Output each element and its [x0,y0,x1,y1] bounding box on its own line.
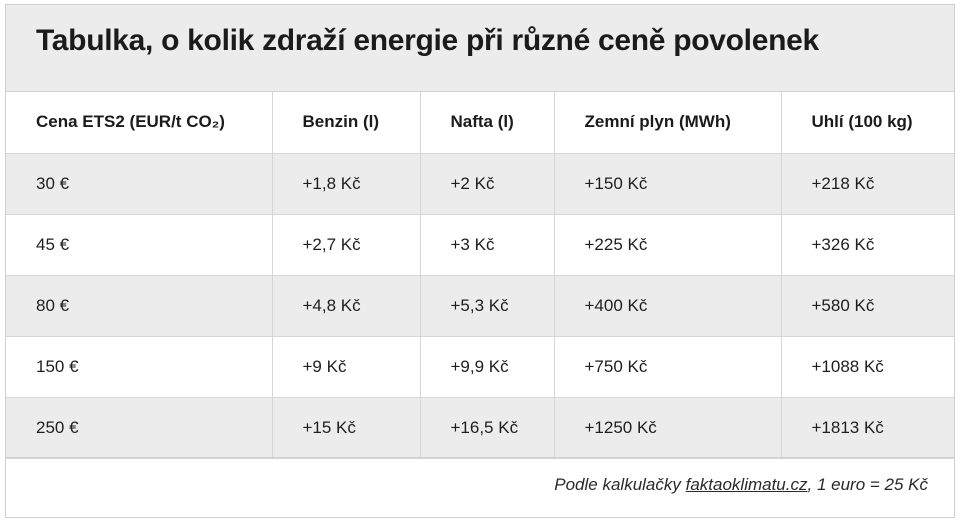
column-header-ets2-price: Cena ETS2 (EUR/t CO₂) [6,92,273,154]
table-cell: +15 Kč [271,396,421,459]
table-cell: +2 Kč [419,152,555,215]
column-header-diesel: Nafta (l) [419,92,555,154]
column-header-coal: Uhlí (100 kg) [780,92,954,154]
table-cell: +3 Kč [419,213,555,276]
table-cell: +5,3 Kč [419,274,555,337]
table-row: 30 € +1,8 Kč +2 Kč +150 Kč +218 Kč [6,152,954,215]
table-cell: +1250 Kč [553,396,782,459]
table-cell: +1088 Kč [780,335,954,398]
table-row: 150 € +9 Kč +9,9 Kč +750 Kč +1088 Kč [6,335,954,398]
table-cell: 45 € [6,213,273,276]
table-cell: +580 Kč [780,274,954,337]
column-header-petrol: Benzin (l) [271,92,421,154]
header-row: Cena ETS2 (EUR/t CO₂) Benzin (l) Nafta (… [6,92,954,154]
table-cell: +400 Kč [553,274,782,337]
table-cell: +16,5 Kč [419,396,555,459]
table-cell: +150 Kč [553,152,782,215]
table-cell: +1,8 Kč [271,152,421,215]
table-cell: 250 € [6,396,273,459]
table-cell: +9 Kč [271,335,421,398]
table-cell: 150 € [6,335,273,398]
table-cell: +9,9 Kč [419,335,555,398]
table-card: Tabulka, o kolik zdraží energie při různ… [5,4,955,518]
table-cell: 30 € [6,152,273,215]
table-cell: +4,8 Kč [271,274,421,337]
column-header-natural-gas: Zemní plyn (MWh) [553,92,782,154]
table-row: 80 € +4,8 Kč +5,3 Kč +400 Kč +580 Kč [6,274,954,337]
table-cell: 80 € [6,274,273,337]
source-note-prefix: Podle kalkulačky [554,475,686,494]
source-link[interactable]: faktaoklimatu.cz [685,475,808,494]
table-row: 250 € +15 Kč +16,5 Kč +1250 Kč +1813 Kč [6,396,954,459]
table-cell: +326 Kč [780,213,954,276]
table-cell: +225 Kč [553,213,782,276]
table-row: 45 € +2,7 Kč +3 Kč +225 Kč +326 Kč [6,213,954,276]
table-cell: +2,7 Kč [271,213,421,276]
table-cell: +750 Kč [553,335,782,398]
table-cell: +1813 Kč [780,396,954,459]
source-note: Podle kalkulačky faktaoklimatu.cz, 1 eur… [6,457,954,517]
price-table: Cena ETS2 (EUR/t CO₂) Benzin (l) Nafta (… [6,92,954,459]
table-title: Tabulka, o kolik zdraží energie při různ… [36,24,819,57]
title-bar: Tabulka, o kolik zdraží energie při různ… [6,5,954,92]
table-cell: +218 Kč [780,152,954,215]
source-note-suffix: , 1 euro = 25 Kč [807,475,929,494]
